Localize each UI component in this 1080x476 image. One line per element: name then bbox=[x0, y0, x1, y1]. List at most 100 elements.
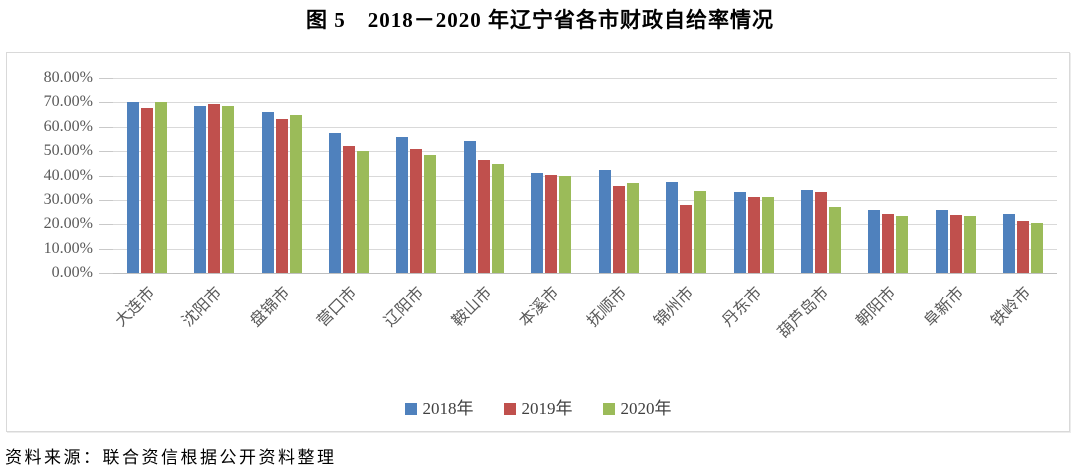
legend-item: 2018年 bbox=[404, 399, 474, 418]
bar bbox=[275, 118, 288, 273]
bar bbox=[396, 136, 409, 273]
plot-area bbox=[113, 78, 1057, 274]
x-axis-label: 大连市 bbox=[112, 284, 159, 331]
x-axis-label: 丹东市 bbox=[718, 284, 765, 331]
bar bbox=[612, 185, 625, 273]
bar bbox=[491, 164, 504, 273]
bar bbox=[963, 216, 976, 273]
gridline bbox=[113, 175, 1057, 177]
bar bbox=[343, 145, 355, 273]
chart-frame: 80.00% 70.00% 60.00% 50.00% 40.00% 30.00% 20.0… bbox=[6, 52, 1070, 432]
bar bbox=[154, 102, 167, 273]
y-axis-tick-mark bbox=[99, 126, 113, 128]
legend-item: 2019年 bbox=[503, 399, 573, 418]
y-axis-tick-mark bbox=[99, 224, 113, 226]
bar-group bbox=[801, 190, 841, 273]
bar bbox=[463, 140, 476, 273]
chart-title: 图 5 2018－2020 年辽宁省各市财政自给率情况 bbox=[306, 8, 774, 32]
bar bbox=[626, 182, 639, 273]
bar-group bbox=[666, 182, 707, 273]
x-axis-label: 鞍山市 bbox=[449, 284, 496, 331]
gridline bbox=[113, 126, 1057, 128]
gridline bbox=[113, 199, 1057, 201]
bar-group bbox=[396, 136, 437, 273]
x-axis-label: 铁岭市 bbox=[988, 284, 1035, 331]
bar bbox=[531, 173, 544, 273]
y-axis-tick-label: 20.00% bbox=[43, 215, 93, 233]
bar-group bbox=[598, 169, 639, 273]
y-axis-tick-mark bbox=[99, 273, 113, 274]
bar bbox=[1017, 220, 1030, 273]
bar-group bbox=[194, 103, 235, 273]
chart-legend: 2018年 2019年 2020年 bbox=[7, 400, 1069, 417]
y-axis-tick-label: 0.00% bbox=[51, 264, 93, 281]
bar-group bbox=[1003, 214, 1044, 273]
y-axis-tick-label: 70.00% bbox=[43, 93, 93, 111]
bar bbox=[761, 197, 774, 273]
bar bbox=[949, 215, 962, 273]
bar-group bbox=[329, 132, 369, 273]
y-axis-tick-mark bbox=[99, 199, 113, 201]
gridline bbox=[113, 248, 1057, 250]
legend-color-swatch-icon bbox=[404, 402, 417, 415]
bar bbox=[545, 174, 558, 273]
bar-group bbox=[463, 140, 504, 273]
y-axis-tick-mark bbox=[99, 78, 113, 79]
gridline bbox=[113, 151, 1057, 153]
x-axis-line bbox=[113, 273, 1057, 274]
x-axis-label: 朝阳市 bbox=[853, 284, 900, 331]
x-axis-label: 阜新市 bbox=[921, 284, 968, 331]
bar bbox=[733, 191, 746, 273]
source-note: 资料来源：联合资信根据公开资料整理 bbox=[5, 448, 337, 467]
x-axis-label: 葫芦岛市 bbox=[775, 284, 833, 342]
x-axis-label: 营口市 bbox=[314, 284, 361, 331]
bar bbox=[598, 169, 611, 273]
y-axis-tick-mark bbox=[99, 175, 113, 177]
x-axis-label: 锦州市 bbox=[651, 284, 698, 331]
y-axis-tick-mark bbox=[99, 248, 113, 250]
legend-color-swatch-icon bbox=[602, 402, 615, 415]
bar bbox=[829, 207, 841, 273]
bar bbox=[882, 214, 895, 273]
gridline bbox=[113, 224, 1057, 226]
y-axis-tick-label: 60.00% bbox=[43, 117, 93, 135]
x-axis-label: 抚顺市 bbox=[584, 284, 631, 331]
bar bbox=[357, 151, 369, 273]
bar-group bbox=[261, 112, 302, 273]
bar bbox=[868, 209, 881, 273]
bar bbox=[896, 215, 909, 273]
bar bbox=[126, 101, 139, 273]
bar-group bbox=[531, 173, 572, 273]
y-axis-tick-label: 40.00% bbox=[43, 166, 93, 184]
x-axis-label: 盘锦市 bbox=[246, 284, 293, 331]
x-axis-label: 本溪市 bbox=[516, 284, 563, 331]
bar bbox=[747, 196, 760, 273]
bar bbox=[208, 103, 221, 273]
bar bbox=[329, 132, 341, 273]
y-axis-tick-mark bbox=[99, 102, 113, 104]
bar bbox=[680, 204, 693, 273]
bar-group bbox=[935, 210, 976, 273]
bar bbox=[477, 159, 490, 273]
bar bbox=[194, 105, 207, 273]
y-axis-tick-label: 80.00% bbox=[43, 69, 93, 86]
bar bbox=[815, 191, 827, 273]
x-axis-label: 沈阳市 bbox=[179, 284, 226, 331]
bar bbox=[289, 114, 302, 273]
bar bbox=[694, 190, 707, 273]
bar bbox=[1003, 214, 1016, 273]
bar bbox=[801, 190, 813, 273]
bar bbox=[935, 210, 948, 273]
gridline bbox=[113, 78, 1057, 79]
bar bbox=[1031, 222, 1044, 273]
y-axis-tick-label: 50.00% bbox=[43, 142, 93, 160]
legend-item: 2020年 bbox=[602, 400, 672, 417]
bar bbox=[666, 182, 679, 273]
bar-group bbox=[733, 191, 774, 273]
legend-label: 2019年 bbox=[521, 399, 573, 418]
bar-group bbox=[868, 209, 909, 273]
legend-label: 2018年 bbox=[422, 399, 474, 418]
bar-group bbox=[126, 101, 167, 273]
y-axis-tick-label: 10.00% bbox=[43, 239, 93, 257]
bar bbox=[222, 106, 235, 273]
